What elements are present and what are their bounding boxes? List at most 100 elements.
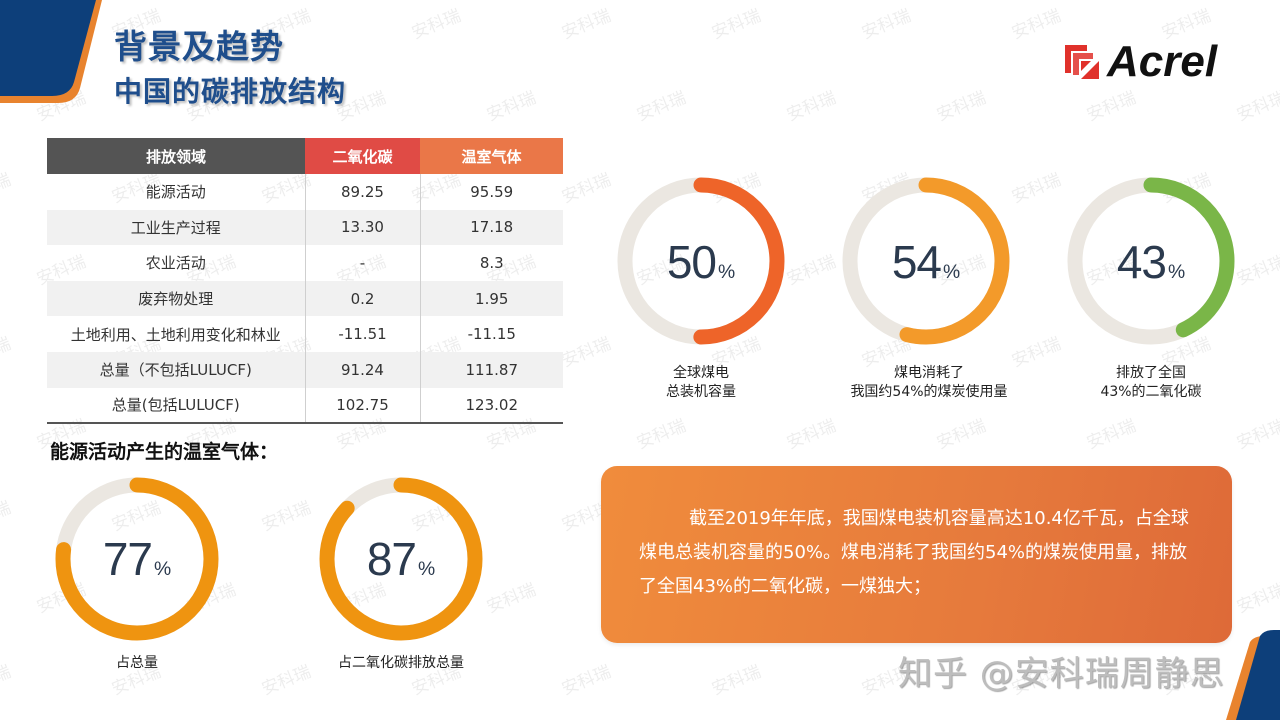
donut-label: 占二氧化碳排放总量 xyxy=(338,655,464,671)
watermark-text: 安科瑞 xyxy=(0,169,14,208)
donut-value: 50% xyxy=(617,235,785,289)
cell-ghg: 123.02 xyxy=(419,387,563,425)
watermark-text: 安科瑞 xyxy=(634,415,689,454)
watermark-text: 安科瑞 xyxy=(409,5,464,44)
cell-co2: 89.25 xyxy=(304,174,420,210)
watermark-text: 安科瑞 xyxy=(1084,415,1139,454)
cell-sector: 总量(包括LULUCF) xyxy=(47,387,305,425)
donut-value: 43% xyxy=(1067,235,1235,289)
cell-sector: 农业活动 xyxy=(145,254,206,273)
watermark-text: 安科瑞 xyxy=(784,415,839,454)
watermark-text: 安科瑞 xyxy=(784,251,839,290)
donut-label-line1: 排放了全国 xyxy=(1116,365,1186,381)
donut-share-of-co2: 87% xyxy=(318,476,484,642)
donut-label: 全球煤电 总装机容量 xyxy=(601,364,801,402)
donut-value: 54% xyxy=(842,235,1010,289)
watermark-text: 安科瑞 xyxy=(709,661,764,700)
donut-ring-icon xyxy=(319,477,483,641)
watermark-text: 安科瑞 xyxy=(0,333,14,372)
cell-ghg: 95.59 xyxy=(419,174,563,210)
cell-ghg: -11.15 xyxy=(419,316,563,352)
donut-label-line2: 我国约54%的煤炭使用量 xyxy=(850,384,1008,400)
energy-section-label: 能源活动产生的温室气体： xyxy=(50,441,279,463)
slide-subtitle: 中国的碳排放结构 xyxy=(114,75,347,108)
cell-sector: 废弃物处理 xyxy=(47,280,305,317)
column-header-ghg: 温室气体 xyxy=(420,138,563,174)
donut-unit: % xyxy=(417,559,436,580)
acrel-logo-icon xyxy=(1065,45,1099,79)
donut-unit: % xyxy=(942,262,961,283)
table-row: 土地利用、土地利用变化和林业 -11.51 -11.15 xyxy=(47,316,563,352)
donut-value: 87% xyxy=(318,532,484,586)
donut-coal-capacity: 50% xyxy=(617,177,785,345)
cell-co2: - xyxy=(304,245,420,281)
cell-co2: 13.30 xyxy=(304,209,420,246)
cell-co2: 91.24 xyxy=(304,351,420,388)
donut-label-line2: 总装机容量 xyxy=(666,384,736,400)
watermark-text: 安科瑞 xyxy=(709,5,764,44)
emissions-table: 排放领域 二氧化碳 温室气体 能源活动 89.25 95.59 工业生产过程 1… xyxy=(47,138,563,425)
donut-label: 煤电消耗了 我国约54%的煤炭使用量 xyxy=(826,364,1032,402)
watermark-text: 安科瑞 xyxy=(1009,169,1064,208)
footer-credit: 知乎 @安科瑞周静思 xyxy=(898,654,1225,694)
watermark-text: 安科瑞 xyxy=(484,87,539,126)
acrel-logo: Acrel xyxy=(1063,40,1217,84)
table-row: 能源活动 89.25 95.59 xyxy=(47,174,563,210)
cell-ghg: 1.95 xyxy=(419,280,563,317)
cell-co2: 0.2 xyxy=(304,280,420,317)
summary-text: 截至2019年年底，我国煤电装机容量高达10.4亿千瓦，占全球煤电总装机容量的5… xyxy=(639,508,1189,597)
donut-coal-usage: 54% xyxy=(842,177,1010,345)
cell-co2: 102.75 xyxy=(304,387,420,425)
cell-ghg: 111.87 xyxy=(419,351,563,388)
slide-title: 背景及趋势 xyxy=(114,27,284,66)
donut-co2-share: 43% xyxy=(1067,177,1235,345)
donut-label: 占总量 xyxy=(116,655,158,671)
summary-callout-box: 截至2019年年底，我国煤电装机容量高达10.4亿千瓦，占全球煤电总装机容量的5… xyxy=(601,466,1232,643)
watermark-text: 安科瑞 xyxy=(1234,415,1280,454)
watermark-text: 安科瑞 xyxy=(259,497,314,536)
table-header-row: 排放领域 二氧化碳 温室气体 xyxy=(47,138,563,174)
watermark-text: 安科瑞 xyxy=(559,661,614,700)
cell-sector: 工业生产过程 xyxy=(47,209,305,246)
watermark-text: 安科瑞 xyxy=(859,5,914,44)
cell-sector: 能源活动 xyxy=(145,183,206,202)
column-header-co2: 二氧化碳 xyxy=(305,138,420,174)
watermark-text: 安科瑞 xyxy=(1234,251,1280,290)
corner-decoration-bottom-right xyxy=(1226,630,1280,720)
column-header-sector: 排放领域 xyxy=(47,138,305,174)
donut-label-line2: 43%的二氧化碳 xyxy=(1100,384,1202,400)
watermark-text: 安科瑞 xyxy=(1234,87,1280,126)
donut-unit: % xyxy=(153,559,172,580)
watermark-text: 安科瑞 xyxy=(559,169,614,208)
table-row: 废弃物处理 0.2 1.95 xyxy=(47,280,563,317)
donut-ring-icon xyxy=(55,477,219,641)
donut-label-line1: 全球煤电 xyxy=(673,365,729,381)
table-row: 总量(包括LULUCF) 102.75 123.02 xyxy=(47,387,563,425)
watermark-text: 安科瑞 xyxy=(0,497,14,536)
donut-number: 54 xyxy=(891,236,942,288)
table-row: 工业生产过程 13.30 17.18 xyxy=(47,209,563,246)
cell-sector: 总量（不包括LULUCF) xyxy=(47,351,305,388)
donut-unit: % xyxy=(717,262,736,283)
cell-ghg: 17.18 xyxy=(419,209,563,246)
watermark-text: 安科瑞 xyxy=(784,87,839,126)
donut-unit: % xyxy=(1167,262,1186,283)
donut-ring-icon xyxy=(617,177,785,345)
donut-label: 排放了全国 43%的二氧化碳 xyxy=(1051,364,1251,402)
watermark-text: 安科瑞 xyxy=(1234,579,1280,618)
watermark-text: 安科瑞 xyxy=(1084,87,1139,126)
watermark-text: 安科瑞 xyxy=(634,87,689,126)
table-row: 农业活动 - 8.3 xyxy=(47,245,563,281)
cell-co2: -11.51 xyxy=(304,316,420,352)
watermark-text: 安科瑞 xyxy=(934,87,989,126)
watermark-text: 安科瑞 xyxy=(1009,5,1064,44)
watermark-text: 安科瑞 xyxy=(934,415,989,454)
donut-number: 43 xyxy=(1116,236,1167,288)
cell-ghg: 8.3 xyxy=(419,245,563,281)
donut-number: 50 xyxy=(666,236,717,288)
watermark-text: 安科瑞 xyxy=(0,661,14,700)
cell-sector: 土地利用、土地利用变化和林业 xyxy=(70,325,281,344)
donut-label-line1: 煤电消耗了 xyxy=(894,365,964,381)
corner-decoration-top-left xyxy=(0,0,102,103)
table-row: 总量（不包括LULUCF) 91.24 111.87 xyxy=(47,351,563,388)
